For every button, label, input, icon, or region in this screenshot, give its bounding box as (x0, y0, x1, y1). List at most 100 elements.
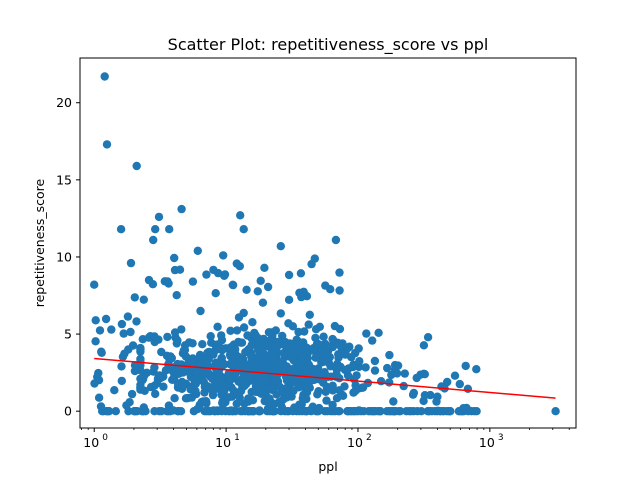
scatter-point (243, 331, 252, 340)
scatter-point (326, 362, 335, 371)
scatter-point (301, 343, 310, 352)
scatter-point (374, 328, 383, 337)
scatter-point (376, 377, 386, 386)
scatter-point (123, 312, 133, 321)
scatter-point (352, 371, 361, 380)
scatter-point (232, 399, 241, 408)
scatter-point (196, 306, 205, 316)
scatter-point (165, 225, 174, 234)
scatter-point (204, 347, 214, 357)
scatter-point (264, 328, 274, 337)
scatter-point (234, 352, 243, 361)
scatter-point (217, 331, 226, 340)
scatter-point (277, 387, 286, 397)
scatter-point (188, 277, 198, 286)
scatter-point (136, 343, 145, 353)
scatter-point (90, 379, 99, 388)
scatter-point (551, 407, 560, 416)
scatter-point (130, 361, 140, 370)
scatter-point (217, 354, 226, 363)
scatter-point (289, 378, 298, 387)
scatter-point (130, 407, 139, 416)
scatter-point (101, 314, 111, 324)
scatter-point (202, 270, 211, 279)
scatter-point (238, 407, 247, 416)
scatter-point (225, 359, 235, 369)
scatter-point (251, 377, 260, 387)
scatter-point (472, 365, 481, 374)
scatter-point (362, 329, 371, 338)
scatter-point (187, 357, 196, 367)
scatter-point (321, 387, 330, 396)
scatter-point (144, 333, 153, 342)
scatter-point (297, 292, 306, 302)
scatter-point (193, 404, 202, 414)
scatter-point (432, 397, 441, 406)
scatter-point (419, 341, 429, 350)
scatter-point (253, 287, 262, 296)
scatter-point (455, 379, 464, 389)
scatter-point (369, 407, 378, 416)
scatter-point (293, 368, 302, 377)
scatter-point (247, 407, 256, 416)
x-tick-label: 10 (347, 435, 363, 450)
scatter-point (209, 265, 218, 275)
scatter-point (343, 407, 352, 416)
scatter-point (351, 386, 360, 396)
scatter-point (314, 403, 324, 413)
scatter-point (276, 399, 285, 409)
scatter-point (111, 407, 121, 416)
scatter-point (151, 389, 160, 399)
scatter-point (211, 289, 220, 298)
scatter-point (159, 382, 168, 391)
scatter-point (262, 376, 271, 385)
scatter-point (151, 225, 160, 234)
scatter-point (258, 298, 268, 307)
scatter-point (139, 403, 148, 412)
scatter-point (331, 235, 341, 245)
scatter-point (176, 360, 186, 369)
scatter-point (281, 342, 290, 351)
scatter-point (163, 332, 172, 342)
scatter-point (284, 295, 294, 304)
scatter-point (155, 371, 164, 380)
scatter-point (335, 286, 344, 295)
scatter-point (247, 340, 256, 350)
scatter-point (385, 378, 394, 387)
scatter-point (126, 327, 135, 337)
scatter-point (450, 371, 460, 380)
scatter-point (191, 386, 200, 396)
scatter-point (236, 211, 245, 220)
scatter-point (247, 352, 256, 361)
scatter-point (328, 334, 337, 344)
x-axis-label: ppl (318, 459, 337, 474)
scatter-point (459, 404, 468, 413)
scatter-point (220, 271, 229, 280)
scatter-point (311, 366, 320, 375)
y-axis-label: repetitiveness_score (32, 178, 47, 307)
scatter-point (167, 365, 176, 375)
scatter-point (263, 282, 273, 292)
scatter-point (91, 337, 100, 346)
scatter-point (94, 368, 103, 378)
scatter-point (302, 394, 311, 404)
scatter-point (370, 366, 380, 375)
scatter-point (335, 324, 345, 334)
scatter-point (116, 225, 126, 234)
scatter-point (150, 407, 159, 416)
scatter-point (203, 406, 212, 415)
scatter-point (219, 251, 228, 260)
scatter-point (304, 320, 313, 329)
scatter-point (370, 356, 380, 366)
scatter-point (206, 332, 215, 341)
scatter-point (412, 373, 421, 383)
scatter-point (256, 276, 265, 285)
scatter-point (91, 316, 100, 325)
scatter-point (218, 398, 227, 408)
x-tick-label: 10 (479, 435, 495, 450)
scatter-point (170, 328, 180, 337)
trend-line (94, 357, 556, 399)
scatter-point (300, 327, 309, 336)
scatter-point (405, 407, 414, 416)
